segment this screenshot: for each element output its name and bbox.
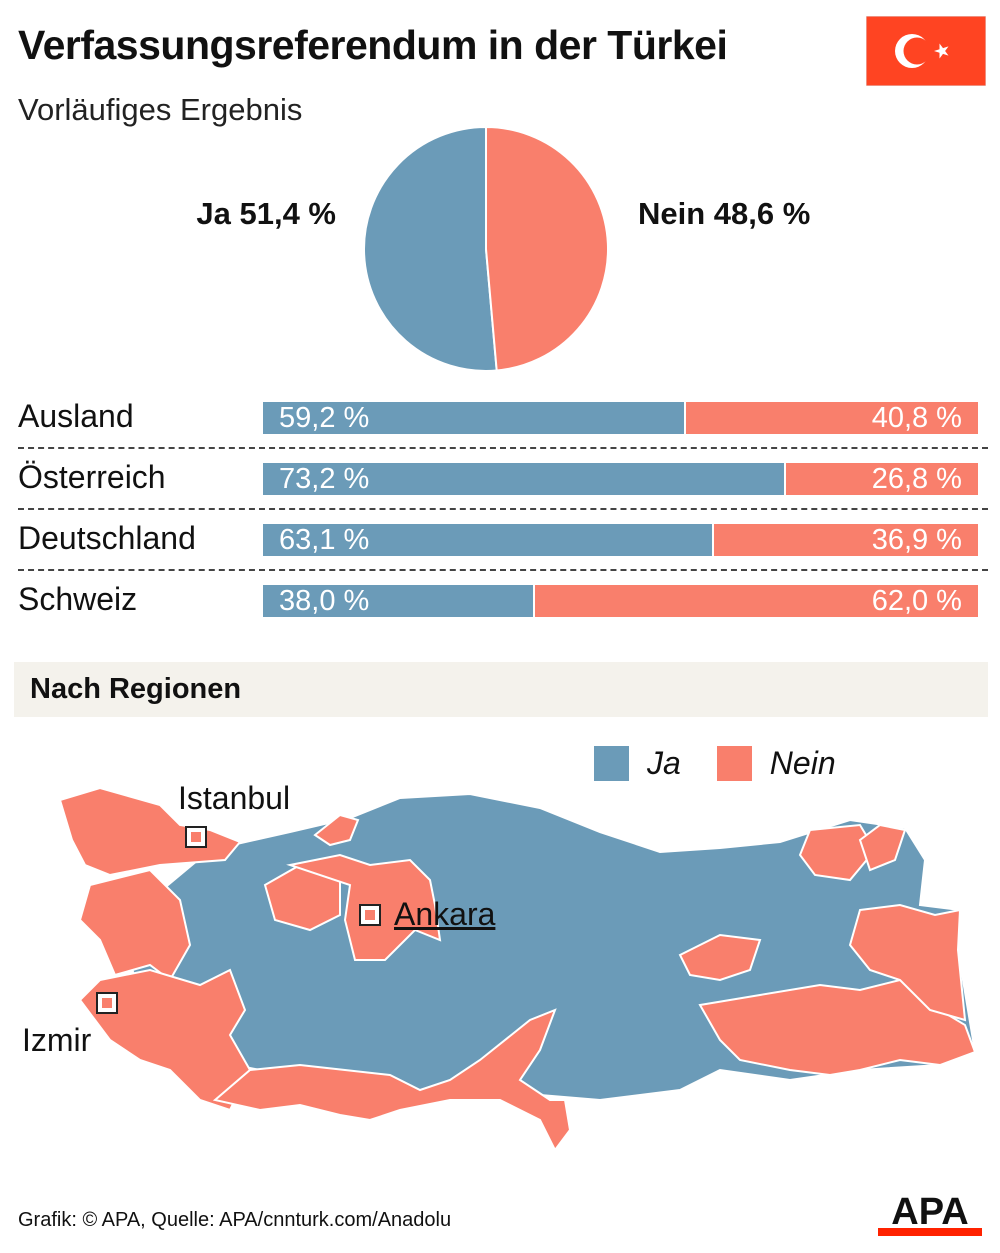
row-separator [18,447,988,449]
bar-nein: 62,0 % [534,585,978,617]
chart-title: Verfassungsreferendum in der Türkei [18,22,728,68]
ankara-marker [359,904,381,926]
city-label-istanbul: Istanbul [178,780,291,816]
bar-nein: 36,9 % [714,524,978,556]
map-legend: Ja Nein [594,745,872,782]
legend-label-ja: Ja [647,745,681,781]
legend-label-nein: Nein [769,745,836,781]
stacked-bar: 59,2 % 40,8 % [263,402,978,434]
country-row: Schweiz 38,0 % 62,0 % [18,571,988,632]
bar-nein: 40,8 % [686,402,978,434]
bar-ja: 59,2 % [263,402,687,434]
legend-swatch-nein [716,746,752,781]
izmir-marker [96,992,118,1014]
country-name: Ausland [18,398,134,434]
bar-nein: 26,8 % [786,463,978,495]
footer-credit: Grafik: © APA, Quelle: APA/cnnturk.com/A… [18,1209,452,1231]
stacked-bar: 73,2 % 26,8 % [263,463,978,495]
country-name: Schweiz [18,581,138,617]
legend-item-nein: Nein [716,745,836,782]
pie-label-nein: Nein 48,6 % [638,196,811,231]
city-label-ankara: Ankara [394,896,496,932]
stacked-bar: 63,1 % 36,9 % [263,524,978,556]
bar-ja: 63,1 % [263,524,715,556]
country-name: Deutschland [18,520,196,556]
country-row: Deutschland 63,1 % 36,9 % [18,510,988,571]
country-bars: Ausland 59,2 % 40,8 % Österreich 73,2 % 26,8 … [18,388,988,632]
pie-slice-ja [362,125,498,372]
pie-slice-nein [485,125,609,372]
section-header-regions: Nach Regionen [14,662,988,717]
turkey-regions-map [58,786,977,1152]
stacked-bar: 38,0 % 62,0 % [263,585,978,617]
row-separator [18,508,988,510]
legend-swatch-ja [594,746,629,781]
row-separator [18,569,988,571]
pie-label-ja: Ja 51,4 % [196,196,336,231]
pie-chart [362,125,609,372]
country-name: Österreich [18,459,166,495]
apa-logo: APA [878,1192,982,1236]
istanbul-marker [185,826,207,848]
legend-item-ja: Ja [594,745,681,782]
country-row: Österreich 73,2 % 26,8 % [18,449,988,510]
city-label-izmir: Izmir [22,1022,92,1058]
map-regions-nein [58,786,977,1152]
bar-ja: 38,0 % [263,585,535,617]
turkey-flag-icon [866,16,986,86]
svg-text:APA: APA [891,1192,968,1233]
chart-subtitle: Vorläufiges Ergebnis [18,92,303,127]
country-row: Ausland 59,2 % 40,8 % [18,388,988,449]
bar-ja: 73,2 % [263,463,787,495]
